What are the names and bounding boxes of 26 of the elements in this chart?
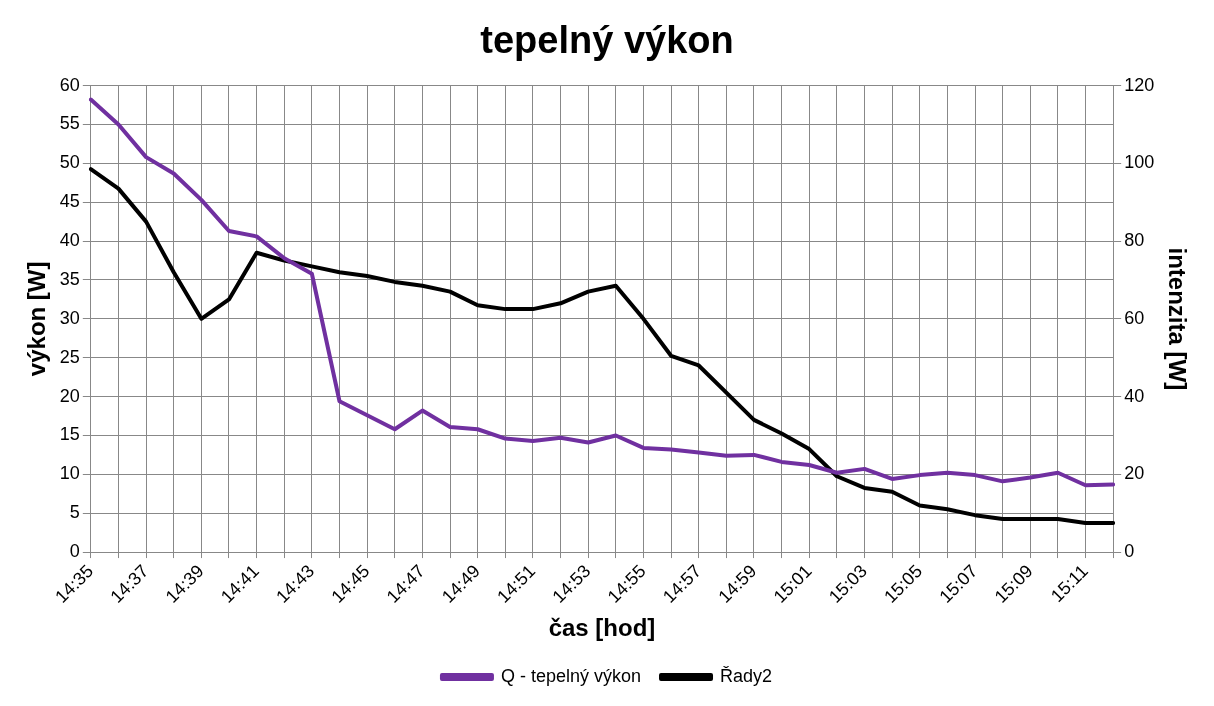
y2-tick-label: 80 (1124, 230, 1145, 251)
y2-tick-label: 120 (1124, 74, 1155, 95)
y-tick-label: 40 (59, 230, 80, 251)
y-axis-title: výkon [W] (23, 261, 51, 377)
legend-label: Řady2 (720, 665, 773, 686)
y2-tick-label: 100 (1124, 152, 1155, 173)
y-tick-label: 30 (59, 307, 80, 328)
y-tick-label: 10 (59, 463, 80, 484)
y2-tick-label: 40 (1124, 385, 1145, 406)
y-tick-label: 25 (59, 346, 80, 367)
chart-title: tepelný výkon (480, 19, 734, 62)
y-tick-label: 5 (69, 502, 80, 523)
y-tick-label: 0 (69, 541, 80, 562)
y2-tick-label: 0 (1124, 541, 1135, 562)
x-axis-title: čas [hod] (548, 614, 656, 642)
y-tick-label: 20 (59, 385, 80, 406)
y-tick-label: 55 (59, 113, 80, 134)
legend-label: Q - tepelný výkon (500, 665, 642, 686)
y-tick-label: 35 (59, 268, 80, 289)
y-tick-label: 15 (59, 424, 80, 445)
y-tick-label: 45 (59, 191, 80, 212)
y2-tick-label: 20 (1124, 463, 1145, 484)
y-tick-label: 60 (59, 74, 80, 95)
y-tick-label: 50 (59, 152, 80, 173)
y2-axis-title: intenzita [W] (1163, 247, 1191, 391)
y2-tick-label: 60 (1124, 307, 1145, 328)
